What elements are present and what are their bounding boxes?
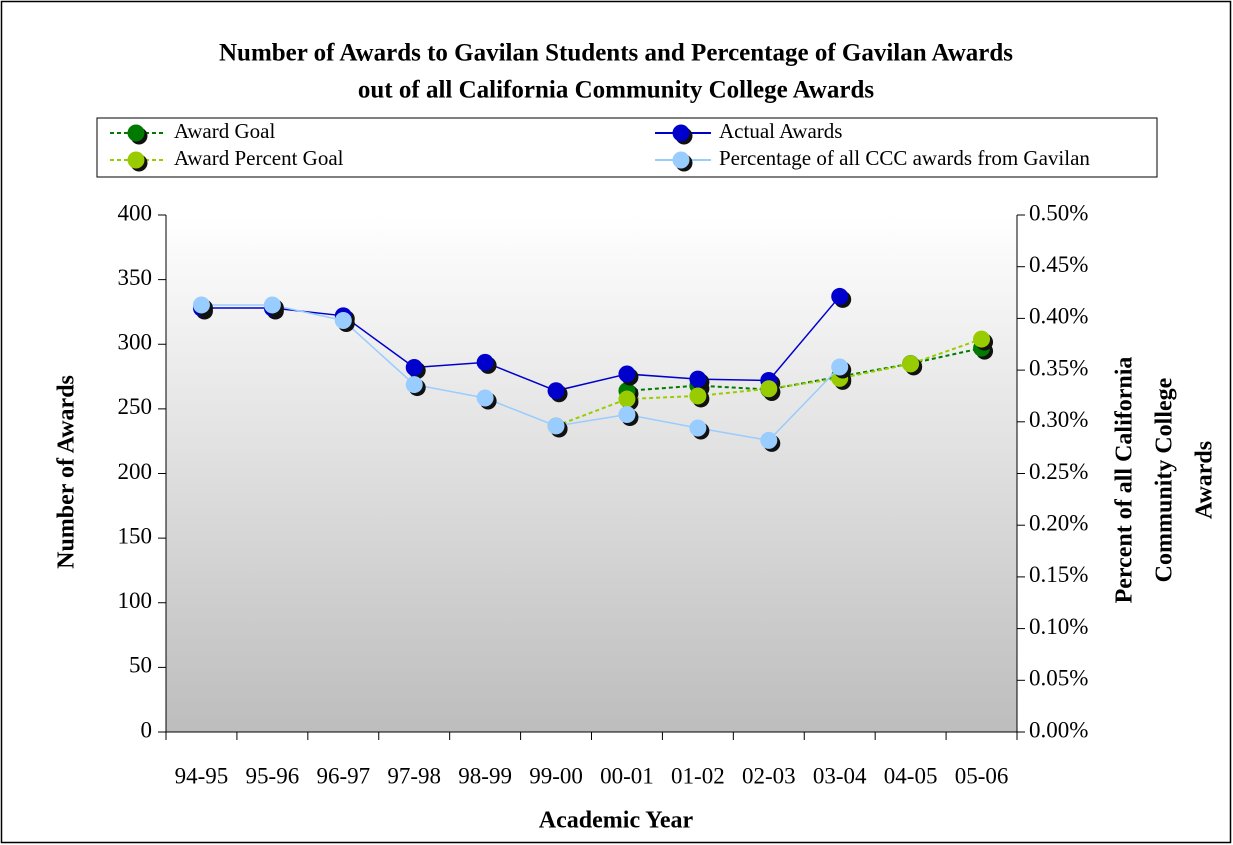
- marker: [672, 124, 690, 142]
- marker: [547, 382, 565, 400]
- marker: [831, 358, 849, 376]
- marker: [973, 330, 991, 348]
- marker: [263, 296, 281, 314]
- legend-label: Actual Awards: [719, 119, 842, 143]
- y2-axis-title: Percent of all California: [1112, 357, 1138, 604]
- legend-label: Award Goal: [174, 119, 275, 143]
- y2-tick-label: 0.45%: [1029, 252, 1088, 277]
- marker: [689, 419, 707, 437]
- y2-tick-label: 0.20%: [1029, 510, 1088, 535]
- y-tick-label: 150: [118, 523, 153, 548]
- y-tick-label: 250: [118, 394, 153, 419]
- y2-tick-label: 0.10%: [1029, 614, 1088, 639]
- marker: [127, 151, 145, 169]
- x-tick-label: 00-01: [600, 763, 654, 788]
- marker: [689, 370, 707, 388]
- legend-label: Percentage of all CCC awards from Gavila…: [719, 146, 1090, 170]
- marker: [127, 124, 145, 142]
- x-tick-label: 95-96: [246, 763, 300, 788]
- marker: [760, 380, 778, 398]
- series-line: [201, 295, 841, 392]
- y2-axis-title: Community College: [1152, 377, 1178, 582]
- marker: [334, 311, 352, 329]
- marker: [618, 365, 636, 383]
- plot-area: [166, 215, 1017, 732]
- marker: [689, 387, 707, 405]
- marker: [672, 151, 690, 169]
- x-tick-label: 99-00: [529, 763, 583, 788]
- y-tick-label: 100: [118, 588, 153, 613]
- y2-tick-label: 0.25%: [1029, 459, 1088, 484]
- x-axis-title: Academic Year: [539, 808, 694, 834]
- x-tick-label: 03-04: [813, 763, 867, 788]
- series-line: [201, 304, 841, 442]
- x-tick-label: 94-95: [175, 763, 229, 788]
- marker: [405, 376, 423, 394]
- y2-tick-label: 0.00%: [1029, 717, 1088, 742]
- y-axis-title: Number of Awards: [54, 375, 80, 569]
- legend: [96, 117, 1158, 178]
- y2-tick-label: 0.35%: [1029, 355, 1088, 380]
- marker: [192, 296, 210, 314]
- y2-tick-label: 0.40%: [1029, 304, 1088, 329]
- y-tick-label: 0: [141, 717, 153, 742]
- marker: [547, 417, 565, 435]
- y-tick-label: 350: [118, 265, 153, 290]
- y-tick-label: 400: [118, 200, 153, 225]
- y-tick-label: 50: [129, 653, 152, 678]
- y2-axis-title: Awards: [1192, 441, 1218, 519]
- marker: [618, 390, 636, 408]
- y2-tick-label: 0.15%: [1029, 562, 1088, 587]
- y-tick-label: 200: [118, 459, 153, 484]
- marker: [618, 406, 636, 424]
- marker: [476, 389, 494, 407]
- y-tick-label: 300: [118, 330, 153, 355]
- y2-tick-label: 0.50%: [1029, 200, 1088, 225]
- chart-title: Number of Awards to Gavilan Students and…: [219, 40, 1013, 67]
- x-tick-label: 01-02: [671, 763, 725, 788]
- marker: [902, 355, 920, 373]
- chart-title: out of all California Community College …: [358, 77, 874, 104]
- x-tick-label: 02-03: [742, 763, 796, 788]
- legend-label: Award Percent Goal: [174, 146, 344, 170]
- x-tick-label: 98-99: [458, 763, 512, 788]
- y2-tick-label: 0.30%: [1029, 407, 1088, 432]
- x-tick-label: 05-06: [955, 763, 1009, 788]
- marker: [405, 359, 423, 377]
- marker: [476, 353, 494, 371]
- x-tick-label: 96-97: [316, 763, 370, 788]
- x-tick-label: 04-05: [884, 763, 938, 788]
- marker: [831, 287, 849, 305]
- x-tick-label: 97-98: [387, 763, 441, 788]
- y2-tick-label: 0.05%: [1029, 666, 1088, 691]
- marker: [760, 431, 778, 449]
